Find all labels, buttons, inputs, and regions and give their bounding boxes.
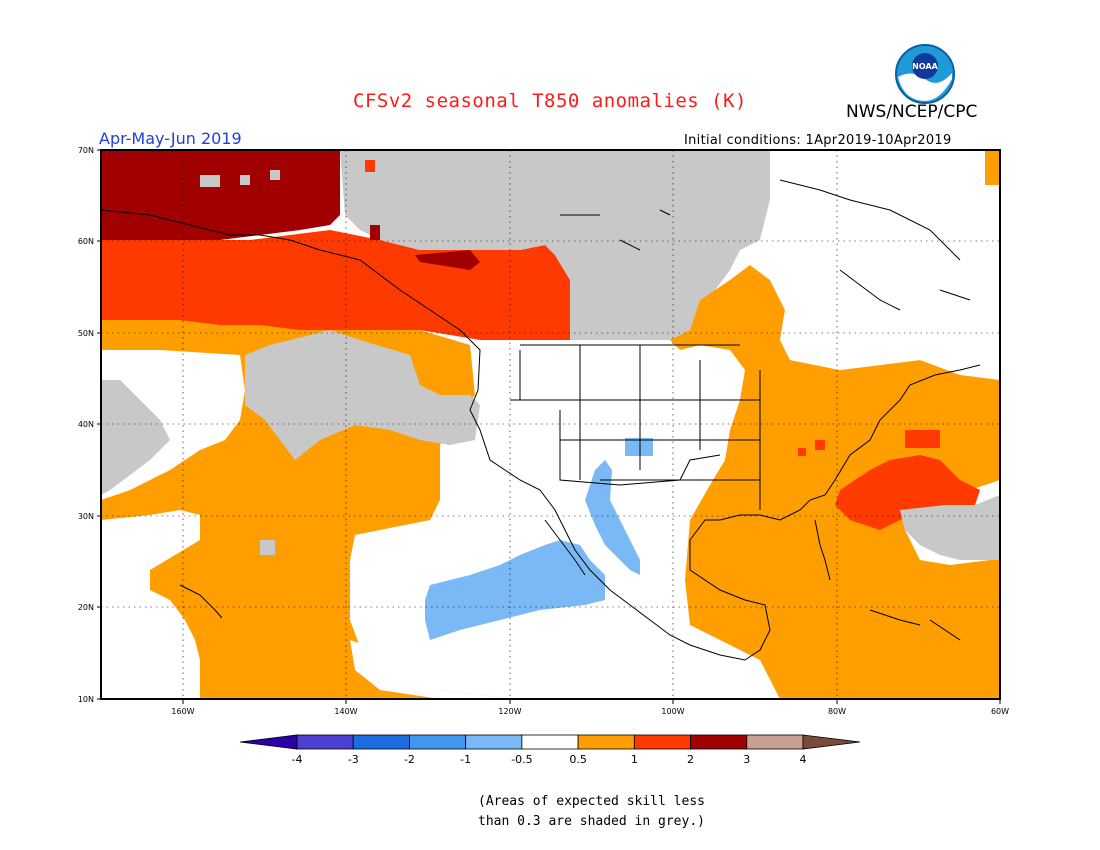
lon-label-80w: 80W [828, 707, 846, 716]
colorbar-segment-4 [465, 734, 523, 750]
lat-label-70n: 70N [78, 146, 94, 155]
lat-label-10n: 10N [78, 695, 94, 704]
low-skill-patch-2 [240, 175, 250, 185]
colorbar-segment-6 [577, 734, 635, 750]
colorbar-label: -3 [348, 753, 359, 766]
lon-label-160w: 160W [171, 707, 194, 716]
colorbar-segment-0 [239, 734, 298, 750]
low-skill-region-atlantic [900, 495, 1000, 560]
lon-label-60w: 60W [991, 707, 1009, 716]
anomaly-region-2-3-alaska [101, 150, 340, 240]
lat-label-50n: 50N [78, 329, 94, 338]
season-label: Apr-May-Jun 2019 [99, 129, 242, 148]
colorbar-label: 1 [631, 753, 638, 766]
anomaly-patch-blue-nm [625, 438, 653, 456]
low-skill-patch-3 [270, 170, 280, 180]
colorbar-label: -0.5 [511, 753, 532, 766]
colorbar-segment-10 [802, 734, 861, 750]
skill-note-line-1: (Areas of expected skill less [478, 794, 705, 809]
anomaly-patch-red-3 [905, 430, 940, 448]
anomaly-patch-red-1 [365, 160, 375, 172]
anomaly-patch-orange-ne [985, 150, 1000, 185]
colorbar-segment-2 [352, 734, 410, 750]
coastlines [101, 179, 981, 661]
agency-label: NWS/NCEP/CPC [846, 102, 978, 122]
map-ticks [97, 149, 1001, 704]
anomaly-region-white-pacific-se [350, 640, 515, 699]
low-skill-region-pacific-north [245, 330, 480, 460]
low-skill-region-pacific-west [101, 380, 170, 495]
anomaly-region-white-northeast [750, 150, 1000, 375]
anomaly-region-neg0.5-neg1 [425, 540, 605, 640]
lon-label-100w: 100W [661, 707, 684, 716]
anomaly-patch-red-2 [370, 225, 380, 240]
initial-conditions-label: Initial conditions: 1Apr2019-10Apr2019 [684, 133, 952, 148]
low-skill-region-canada [340, 150, 770, 340]
colorbar-segment-1 [296, 734, 354, 750]
anomaly-patch-red-5 [798, 448, 806, 456]
colorbar-label: 4 [800, 753, 807, 766]
anomaly-region-0.5-1-east [670, 265, 1000, 699]
chart-title: CFSv2 seasonal T850 anomalies (K) [353, 90, 747, 112]
lat-label-60n: 60N [78, 237, 94, 246]
colorbar-label: 0.5 [569, 753, 587, 766]
lon-label-140w: 140W [334, 707, 357, 716]
map-plot-area [101, 150, 1000, 699]
colorbar-segment-8 [690, 734, 748, 750]
colorbar-label: -2 [404, 753, 415, 766]
low-skill-patch-1 [200, 175, 220, 187]
colorbar-segment-3 [409, 734, 467, 750]
low-skill-region-pacific-south [260, 540, 275, 555]
noaa-logo-text: NOAA [912, 62, 938, 71]
anomaly-region-2-3-bc [415, 250, 480, 270]
lat-label-30n: 30N [78, 512, 94, 521]
colorbar-segment-5 [521, 734, 579, 750]
anomaly-region-neg-mexico [585, 460, 640, 575]
lat-label-20n: 20N [78, 603, 94, 612]
noaa-logo: NOAA [894, 43, 956, 109]
colorbar-label: 2 [687, 753, 694, 766]
colorbar [239, 734, 861, 750]
colorbar-label: -4 [292, 753, 303, 766]
lat-label-40n: 40N [78, 420, 94, 429]
lon-label-120w: 120W [498, 707, 521, 716]
skill-note-line-2: than 0.3 are shaded in grey.) [478, 814, 705, 829]
colorbar-label: -1 [460, 753, 471, 766]
anomaly-region-white-pacific-sw [101, 510, 200, 699]
colorbar-segment-7 [633, 734, 691, 750]
anomaly-patch-red-4 [815, 440, 825, 450]
colorbar-label: 3 [743, 753, 750, 766]
anomaly-region-1-2-atlantic [835, 455, 980, 530]
gridlines [101, 150, 1000, 699]
skill-note: (Areas of expected skill less than 0.3 a… [478, 792, 728, 832]
colorbar-segment-9 [746, 734, 804, 750]
